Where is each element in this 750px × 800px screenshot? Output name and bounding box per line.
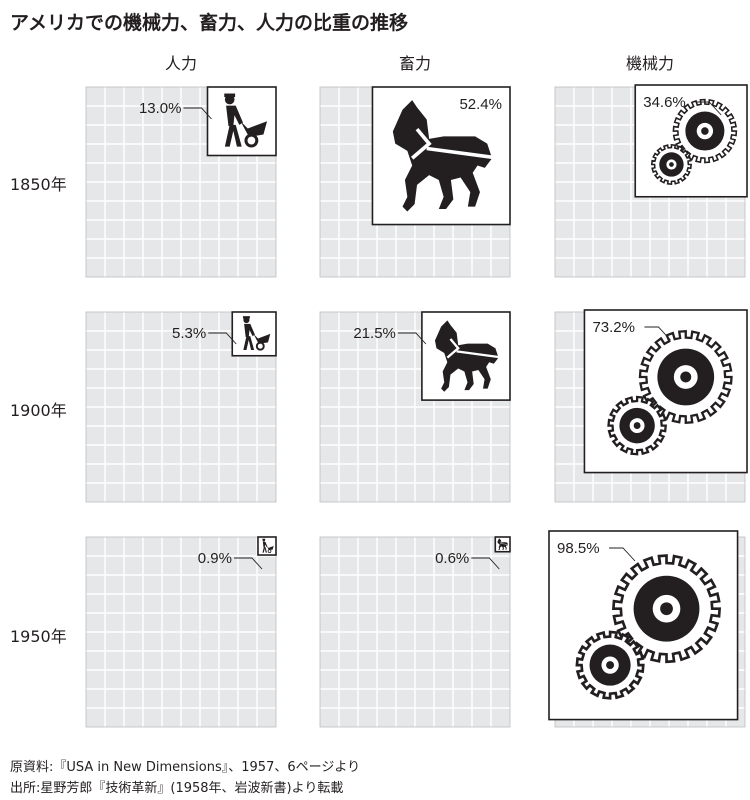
panel-1850年-畜力: 52.4% <box>319 86 511 278</box>
panel-1850年-機械力: 34.6% <box>554 84 748 278</box>
wheelbarrow-worker-icon <box>262 538 274 553</box>
leader-line <box>183 107 212 120</box>
chart-title: アメリカでの機械力、畜力、人力の比重の推移 <box>10 12 409 34</box>
value-label: 21.5% <box>353 325 396 342</box>
leader-line <box>208 332 237 345</box>
gear-icon <box>607 329 733 456</box>
value-label: 0.6% <box>435 550 469 567</box>
panel-1950年-人力: 0.9% <box>85 536 277 728</box>
column-header-animal: 畜力 <box>398 54 431 73</box>
horse-icon <box>392 100 500 212</box>
value-label: 0.9% <box>198 550 232 567</box>
value-label: 52.4% <box>459 96 502 113</box>
gear-icon <box>575 554 722 700</box>
panel-1900年-機械力: 73.2% <box>554 309 748 503</box>
source-line-2: 出所:星野芳郎『技術革新』(1958年、岩波新書)より転載 <box>10 781 344 796</box>
panel-1950年-機械力: 98.5% <box>548 530 746 728</box>
row-header-1850: 1850年 <box>10 175 67 194</box>
value-label: 13.0% <box>139 100 182 117</box>
horse-icon <box>497 538 509 551</box>
leader-line <box>471 557 500 570</box>
wheelbarrow-worker-icon <box>224 93 268 148</box>
value-label: 98.5% <box>557 540 600 557</box>
row-header-1950: 1950年 <box>10 627 67 646</box>
leader-line <box>695 101 722 116</box>
horse-icon <box>434 320 504 392</box>
share-box <box>231 311 277 357</box>
value-label: 5.3% <box>172 325 206 342</box>
panel-1850年-人力: 13.0% <box>85 86 277 278</box>
panel-1950年-畜力: 0.6% <box>319 536 511 728</box>
value-label: 34.6% <box>643 94 686 111</box>
column-header-machine: 機械力 <box>625 54 674 73</box>
panel-1900年-人力: 5.3% <box>85 311 277 503</box>
leader-line <box>609 547 636 562</box>
row-header-1900: 1900年 <box>10 401 67 420</box>
panel-1900年-畜力: 21.5% <box>319 311 511 503</box>
leader-line <box>233 557 263 570</box>
column-header-human: 人力 <box>164 54 197 73</box>
wheelbarrow-worker-icon <box>242 316 271 351</box>
leader-line <box>644 326 671 341</box>
value-label: 73.2% <box>592 319 635 336</box>
source-line-1: 原資料:『USA in New Dimensions』、1957、6ページより <box>10 760 361 775</box>
leader-line <box>397 332 427 345</box>
gear-icon <box>650 98 738 186</box>
